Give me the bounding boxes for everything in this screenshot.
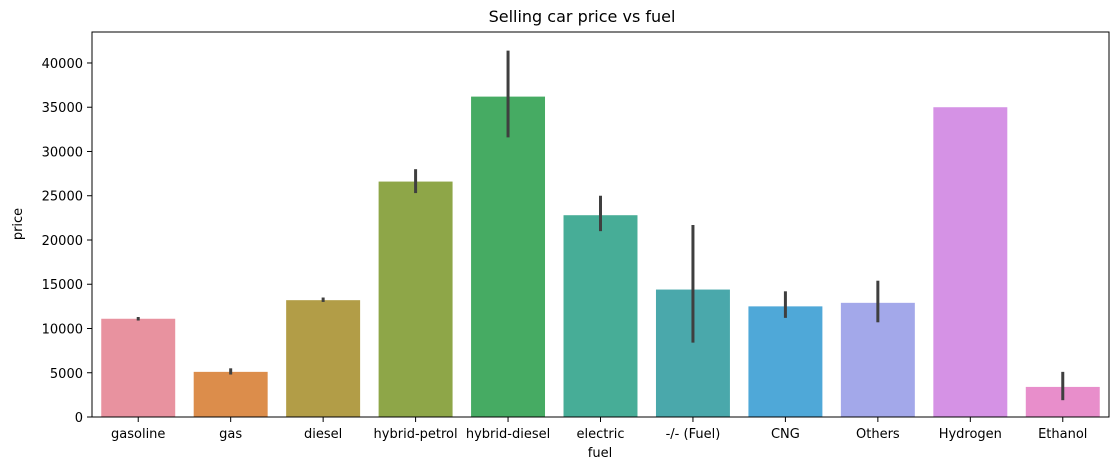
bar-7: [748, 306, 823, 417]
y-tick-label-8: 40000: [42, 57, 83, 72]
error-bars-layer: [136, 50, 1065, 401]
y-tick-label-0: 0: [75, 411, 83, 426]
y-tick-label-3: 15000: [42, 278, 83, 293]
x-tick-label-7: CNG: [771, 427, 800, 442]
x-tick-label-2: diesel: [304, 427, 342, 442]
x-tick-label-5: electric: [577, 427, 625, 442]
x-tick-label-6: -/- (Fuel): [666, 427, 721, 442]
y-tick-label-1: 5000: [50, 367, 83, 382]
x-axis-ticks: gasoline gas diesel hybrid-petrol hybrid-die…: [111, 417, 1087, 442]
bars-layer: [101, 96, 1100, 418]
bar-4: [471, 96, 546, 418]
y-tick-label-7: 35000: [42, 101, 83, 116]
x-tick-label-9: Hydrogen: [939, 427, 1002, 442]
y-tick-label-5: 25000: [42, 190, 83, 205]
bar-1: [193, 371, 268, 417]
x-tick-label-1: gas: [219, 427, 242, 442]
chart-title: Selling car price vs fuel: [489, 7, 676, 26]
x-axis-label: fuel: [588, 446, 612, 461]
x-tick-label-10: Ethanol: [1038, 427, 1087, 442]
bar-9: [933, 107, 1008, 417]
x-tick-label-8: Others: [856, 427, 900, 442]
bar-2: [286, 300, 361, 417]
bar-0: [101, 318, 176, 417]
y-tick-label-2: 10000: [42, 322, 83, 337]
y-axis-label: price: [11, 208, 26, 240]
x-tick-label-0: gasoline: [111, 427, 165, 442]
bar-3: [378, 181, 453, 417]
y-axis-ticks: 0 5000 10000 15000 20000 25000 30000 35000 40000: [42, 57, 92, 426]
y-tick-label-6: 30000: [42, 145, 83, 160]
x-tick-label-4: hybrid-diesel: [466, 427, 550, 442]
x-tick-label-3: hybrid-petrol: [374, 427, 458, 442]
y-tick-label-4: 20000: [42, 234, 83, 249]
bar-5: [563, 215, 638, 417]
